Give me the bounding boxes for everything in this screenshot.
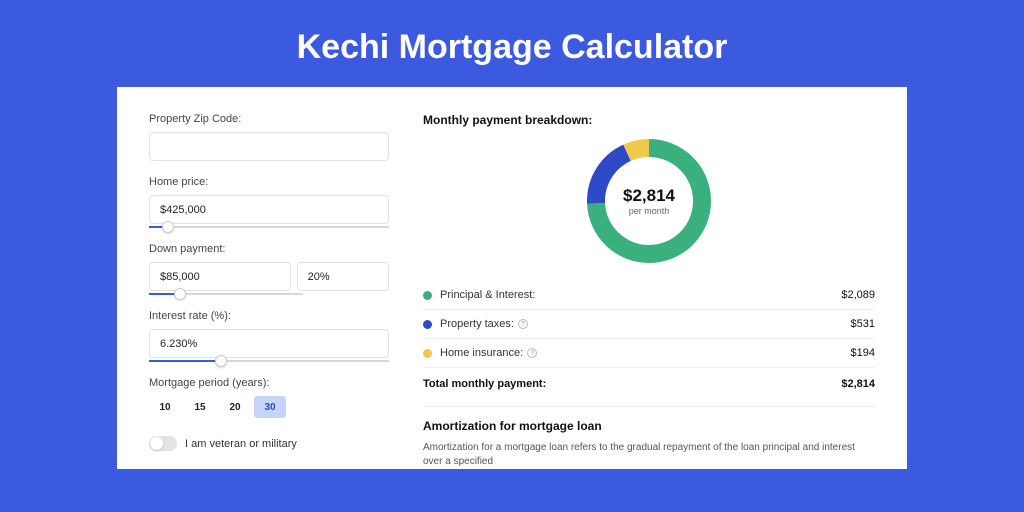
- legend-label: Principal & Interest:: [440, 289, 841, 301]
- mortgage-period-option[interactable]: 30: [254, 396, 286, 418]
- amortization-block: Amortization for mortgage loan Amortizat…: [423, 406, 875, 469]
- mortgage-period-options: 10152030: [149, 396, 389, 418]
- legend-label: Property taxes:?: [440, 318, 851, 330]
- veteran-toggle-knob: [150, 437, 163, 450]
- legend-value: $2,089: [841, 289, 875, 301]
- home-price-label: Home price:: [149, 176, 389, 188]
- down-payment-slider-thumb[interactable]: [174, 288, 186, 300]
- legend-value: $194: [851, 347, 875, 359]
- donut-center: $2,814 per month: [587, 139, 711, 263]
- interest-rate-slider[interactable]: [149, 360, 389, 362]
- zip-field-group: Property Zip Code:: [149, 113, 389, 161]
- interest-rate-label: Interest rate (%):: [149, 310, 389, 322]
- zip-label: Property Zip Code:: [149, 113, 389, 125]
- total-value: $2,814: [841, 378, 875, 390]
- down-payment-amount-input[interactable]: [149, 262, 291, 291]
- info-icon[interactable]: ?: [518, 319, 528, 329]
- zip-input[interactable]: [149, 132, 389, 161]
- amortization-text: Amortization for a mortgage loan refers …: [423, 441, 875, 469]
- form-column: Property Zip Code: Home price: Down paym…: [149, 113, 389, 469]
- interest-rate-input[interactable]: [149, 329, 389, 358]
- donut-chart-wrap: $2,814 per month: [423, 139, 875, 263]
- legend-row: Property taxes:?$531: [423, 310, 875, 339]
- interest-rate-slider-thumb[interactable]: [215, 355, 227, 367]
- down-payment-label: Down payment:: [149, 243, 389, 255]
- mortgage-period-label: Mortgage period (years):: [149, 377, 389, 389]
- down-payment-slider[interactable]: [149, 293, 303, 295]
- down-payment-field-group: Down payment:: [149, 243, 389, 295]
- donut-chart: $2,814 per month: [587, 139, 711, 263]
- page-title: Kechi Mortgage Calculator: [0, 0, 1024, 87]
- donut-sub: per month: [629, 206, 670, 216]
- interest-rate-field-group: Interest rate (%):: [149, 310, 389, 362]
- breakdown-column: Monthly payment breakdown: $2,814 per mo…: [423, 113, 875, 469]
- legend-dot: [423, 320, 432, 329]
- total-row: Total monthly payment: $2,814: [423, 367, 875, 402]
- mortgage-period-option[interactable]: 20: [219, 396, 251, 418]
- amortization-title: Amortization for mortgage loan: [423, 419, 875, 433]
- home-price-slider[interactable]: [149, 226, 389, 228]
- veteran-toggle-row: I am veteran or military: [149, 436, 389, 451]
- home-price-slider-thumb[interactable]: [162, 221, 174, 233]
- total-label: Total monthly payment:: [423, 378, 546, 390]
- down-payment-pct-input[interactable]: [297, 262, 389, 291]
- legend-dot: [423, 291, 432, 300]
- home-price-input[interactable]: [149, 195, 389, 224]
- breakdown-title: Monthly payment breakdown:: [423, 113, 875, 127]
- donut-amount: $2,814: [623, 186, 675, 206]
- mortgage-period-field-group: Mortgage period (years): 10152030: [149, 377, 389, 418]
- calculator-card: Property Zip Code: Home price: Down paym…: [117, 87, 907, 469]
- legend-dot: [423, 349, 432, 358]
- legend-value: $531: [851, 318, 875, 330]
- legend-row: Home insurance:?$194: [423, 339, 875, 367]
- mortgage-period-option[interactable]: 15: [184, 396, 216, 418]
- veteran-toggle-label: I am veteran or military: [185, 438, 297, 450]
- breakdown-legend: Principal & Interest:$2,089Property taxe…: [423, 281, 875, 367]
- mortgage-period-option[interactable]: 10: [149, 396, 181, 418]
- home-price-field-group: Home price:: [149, 176, 389, 228]
- legend-label: Home insurance:?: [440, 347, 851, 359]
- info-icon[interactable]: ?: [527, 348, 537, 358]
- veteran-toggle[interactable]: [149, 436, 177, 451]
- legend-row: Principal & Interest:$2,089: [423, 281, 875, 310]
